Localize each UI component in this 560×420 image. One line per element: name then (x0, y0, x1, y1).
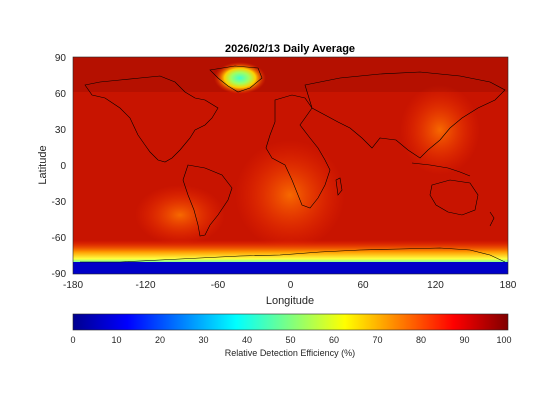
y-tick-label: 0 (60, 161, 66, 172)
y-ticks: 90 60 30 0 -30 -60 -90 (52, 53, 67, 280)
y-axis-label: Latitude (37, 145, 49, 184)
east-asia-high (400, 85, 480, 175)
colorbar-ticks: 0 10 20 30 40 50 60 70 80 90 100 (70, 335, 511, 345)
coast-europe-africa (265, 94, 331, 209)
coast-south-america (182, 164, 233, 237)
colorbar-tick-label: 30 (198, 335, 208, 345)
coast-greenland (209, 65, 263, 93)
coast-new-zealand (489, 211, 495, 227)
coast-indonesia (411, 162, 471, 177)
coast-australia (429, 179, 479, 216)
colorbar-tick-label: 90 (459, 335, 469, 345)
colorbar-tick-label: 0 (70, 335, 75, 345)
colorbar-label: Relative Detection Efficiency (%) (225, 348, 355, 358)
antarctic-core (73, 262, 508, 274)
colorbar-tick-label: 100 (496, 335, 511, 345)
colorbar (72, 313, 509, 331)
greenland-low-spot (214, 62, 266, 94)
map-field (73, 57, 508, 274)
coast-antarctica (80, 247, 506, 263)
x-tick-label: -120 (135, 280, 155, 291)
y-tick-label: 60 (55, 89, 67, 100)
x-tick-label: 0 (288, 280, 294, 291)
coast-madagascar (335, 177, 343, 196)
colorbar-tick-label: 40 (242, 335, 252, 345)
chart-title: 2026/02/13 Daily Average (225, 43, 355, 55)
x-ticks: -180 -120 -60 0 60 120 180 (63, 280, 517, 291)
x-tick-label: -180 (63, 280, 83, 291)
y-tick-label: 90 (55, 53, 67, 64)
south-america-high (135, 185, 225, 245)
colorbar-tick-label: 70 (372, 335, 382, 345)
south-atlantic-high (235, 140, 345, 250)
colorbar-tick-label: 60 (329, 335, 339, 345)
colorbar-tick-label: 20 (155, 335, 165, 345)
y-tick-label: -30 (52, 197, 67, 208)
x-tick-label: 60 (357, 280, 369, 291)
x-tick-label: -60 (211, 280, 226, 291)
x-tick-label: 120 (427, 280, 444, 291)
y-tick-label: -60 (52, 233, 67, 244)
coastlines (80, 65, 506, 263)
colorbar-tick-label: 50 (285, 335, 295, 345)
colorbar-tick-label: 80 (416, 335, 426, 345)
coast-north-america (84, 75, 219, 163)
y-tick-label: 30 (55, 125, 67, 136)
coast-asia (304, 71, 506, 159)
map-frame (72, 56, 509, 275)
x-tick-label: 180 (500, 280, 517, 291)
y-tick-label: -90 (52, 269, 67, 280)
colorbar-tick-label: 10 (111, 335, 121, 345)
x-axis-label: Longitude (266, 295, 314, 307)
